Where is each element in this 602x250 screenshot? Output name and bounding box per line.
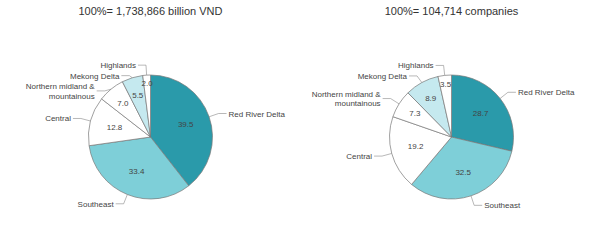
html-text:100%= 1,738,866 billion VND: 100%= 1,738,866 billion VND xyxy=(78,5,223,17)
svg-text:Red River Delta: Red River Delta xyxy=(229,109,286,118)
svg-text:28.7: 28.7 xyxy=(473,109,489,118)
svg-text:Central: Central xyxy=(346,152,372,161)
html-text:100%= 104,714 companies: 100%= 104,714 companies xyxy=(384,5,519,17)
svg-text:Red River Delta: Red River Delta xyxy=(518,88,575,97)
svg-text:7.0: 7.0 xyxy=(117,99,129,108)
svg-text:Highlands: Highlands xyxy=(398,61,434,70)
svg-text:Mekong Delta: Mekong Delta xyxy=(358,71,408,80)
svg-text:Southeast: Southeast xyxy=(484,201,521,210)
svg-text:Central: Central xyxy=(45,114,71,123)
svg-text:32.5: 32.5 xyxy=(455,168,471,177)
svg-text:Highlands: Highlands xyxy=(100,61,136,70)
svg-text:Mekong Delta: Mekong Delta xyxy=(70,71,120,80)
svg-text:7.3: 7.3 xyxy=(409,109,421,118)
svg-text:12.8: 12.8 xyxy=(107,123,123,132)
svg-text:3.5: 3.5 xyxy=(440,80,452,89)
svg-text:Southeast: Southeast xyxy=(78,199,115,208)
svg-text:19.2: 19.2 xyxy=(408,142,424,151)
svg-text:2.0: 2.0 xyxy=(142,79,154,88)
svg-text:5.5: 5.5 xyxy=(132,91,144,100)
svg-text:Northern midland &mountainous: Northern midland &mountainous xyxy=(312,89,382,108)
svg-text:Northern midland &mountainous: Northern midland &mountainous xyxy=(26,82,96,101)
svg-text:39.5: 39.5 xyxy=(178,120,194,129)
svg-text:8.9: 8.9 xyxy=(425,94,437,103)
svg-text:33.4: 33.4 xyxy=(129,167,145,176)
